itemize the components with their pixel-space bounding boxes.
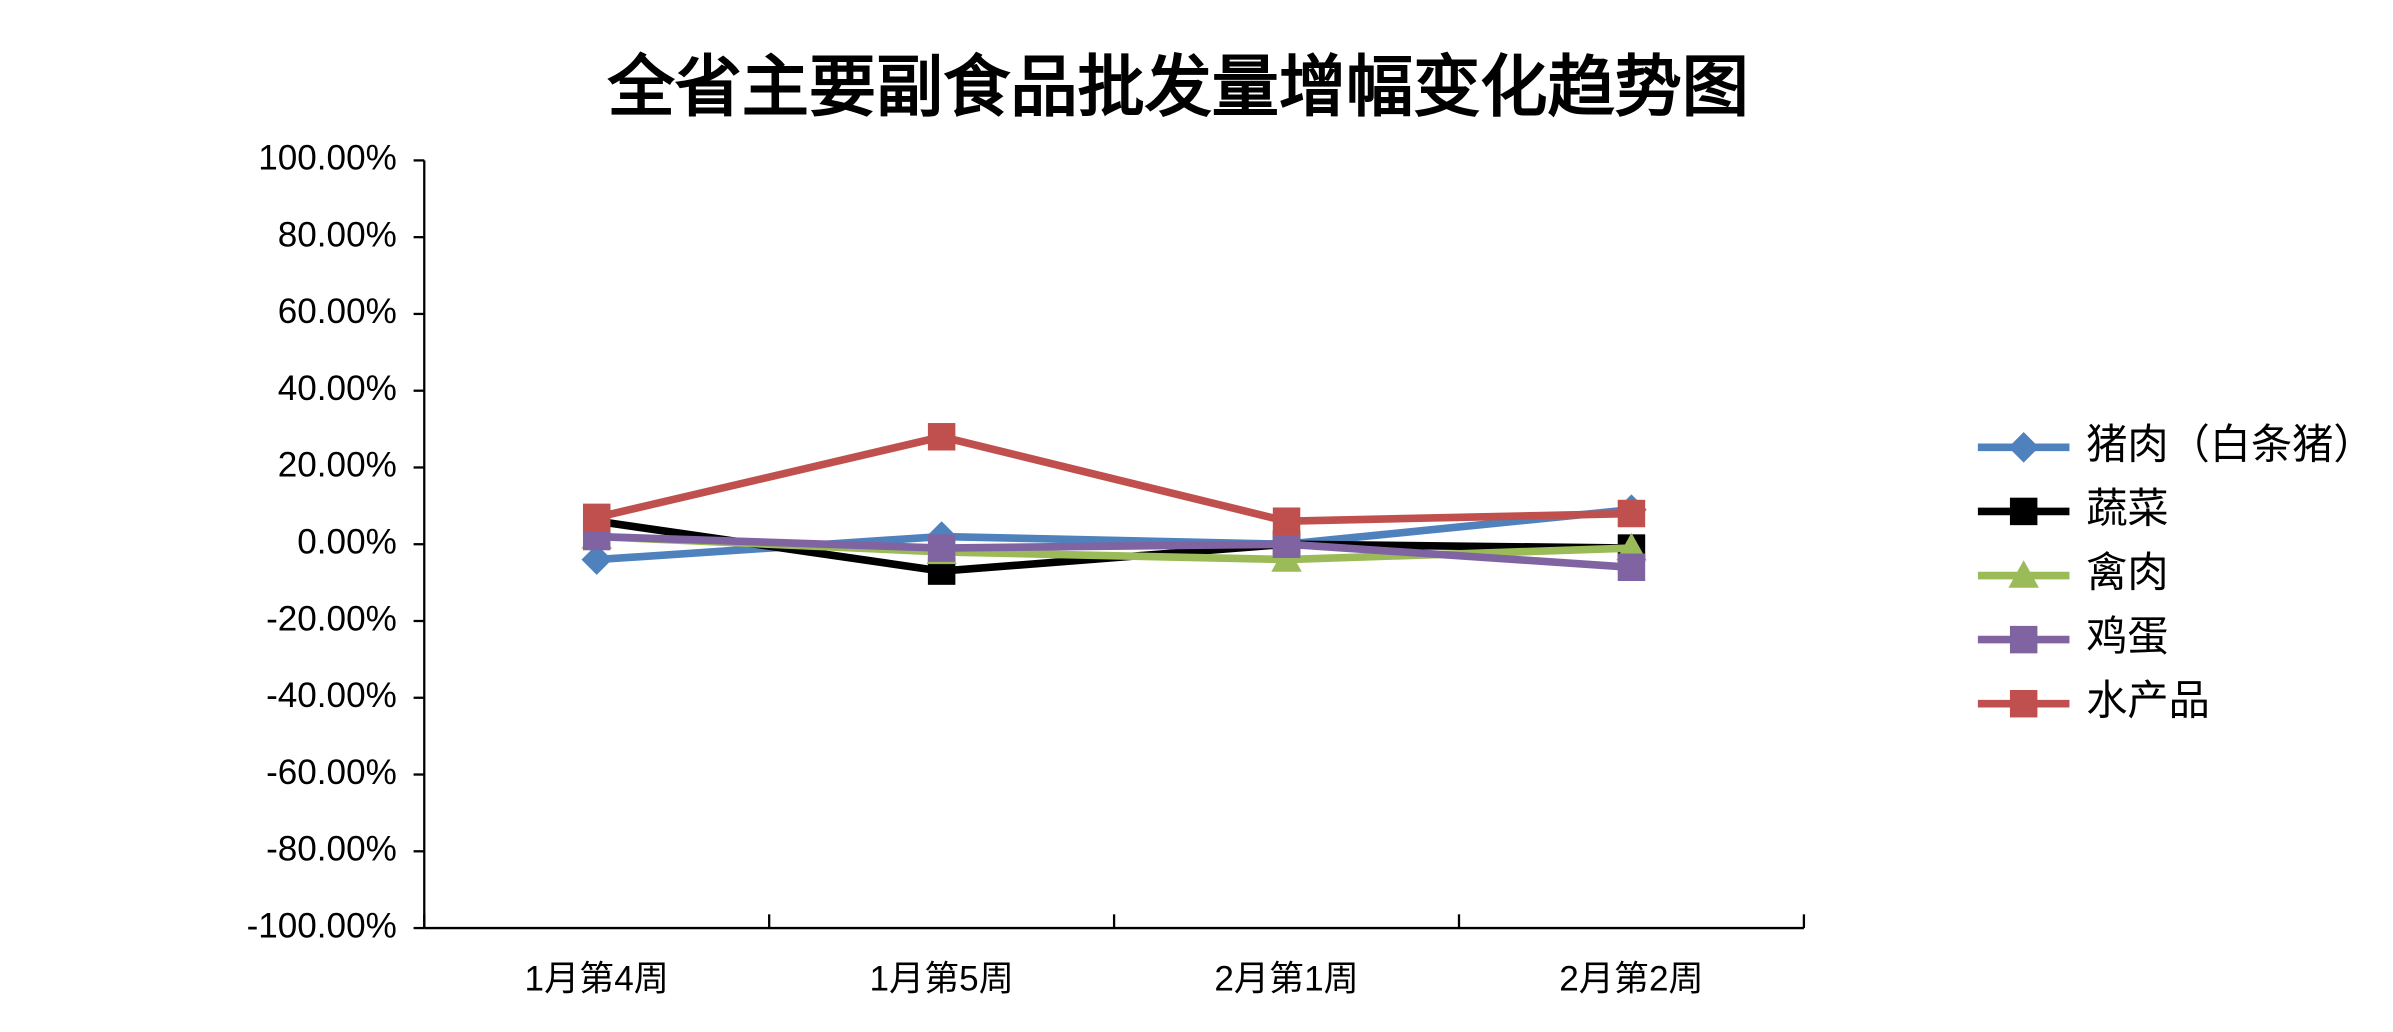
legend-marker: [2008, 432, 2039, 463]
data-point: [1272, 530, 1301, 558]
series-line: [595, 432, 1632, 526]
data-point: [927, 534, 956, 562]
x-tick-label: 1月第5周: [869, 960, 1013, 999]
data-point: [1271, 544, 1302, 572]
x-tick-label: 2月第2周: [1559, 960, 1703, 999]
data-point: [927, 423, 956, 451]
series-line: [596, 532, 1632, 572]
y-tick-label: 60.00%: [278, 292, 397, 331]
legend-marker: [2009, 497, 2038, 526]
y-tick-label: 100.00%: [258, 139, 397, 178]
legend-label: 水产品: [2086, 678, 2210, 724]
legend-marker: [2008, 560, 2039, 588]
legend-marker: [2009, 689, 2038, 718]
legend-label: 鸡蛋: [2086, 614, 2168, 660]
y-tick-label: -100.00%: [247, 906, 397, 945]
legend-label: 禽肉: [2086, 549, 2168, 595]
y-tick-label: 80.00%: [278, 215, 397, 254]
data-point: [1616, 532, 1647, 561]
legend-label: 猪肉（白条猪）: [2086, 421, 2374, 467]
data-point: [1617, 553, 1646, 581]
y-tick-label: -20.00%: [266, 599, 397, 638]
y-tick-label: 20.00%: [278, 446, 397, 485]
data-point: [582, 503, 611, 532]
y-tick-label: -40.00%: [266, 676, 397, 715]
x-tick-label: 1月第4周: [525, 960, 669, 999]
y-tick-label: -80.00%: [266, 830, 397, 869]
data-point: [581, 544, 612, 575]
y-tick-label: 0.00%: [297, 522, 397, 561]
data-point: [1272, 507, 1301, 535]
data-point: [1617, 499, 1646, 528]
y-tick-label: -60.00%: [266, 753, 397, 792]
chart-title: 全省主要副食品批发量增幅变化趋势图: [606, 50, 1748, 125]
x-tick-label: 2月第1周: [1214, 960, 1358, 999]
y-tick-label: 40.00%: [278, 369, 397, 408]
legend-marker: [2009, 625, 2038, 654]
legend-label: 蔬菜: [2086, 485, 2168, 531]
